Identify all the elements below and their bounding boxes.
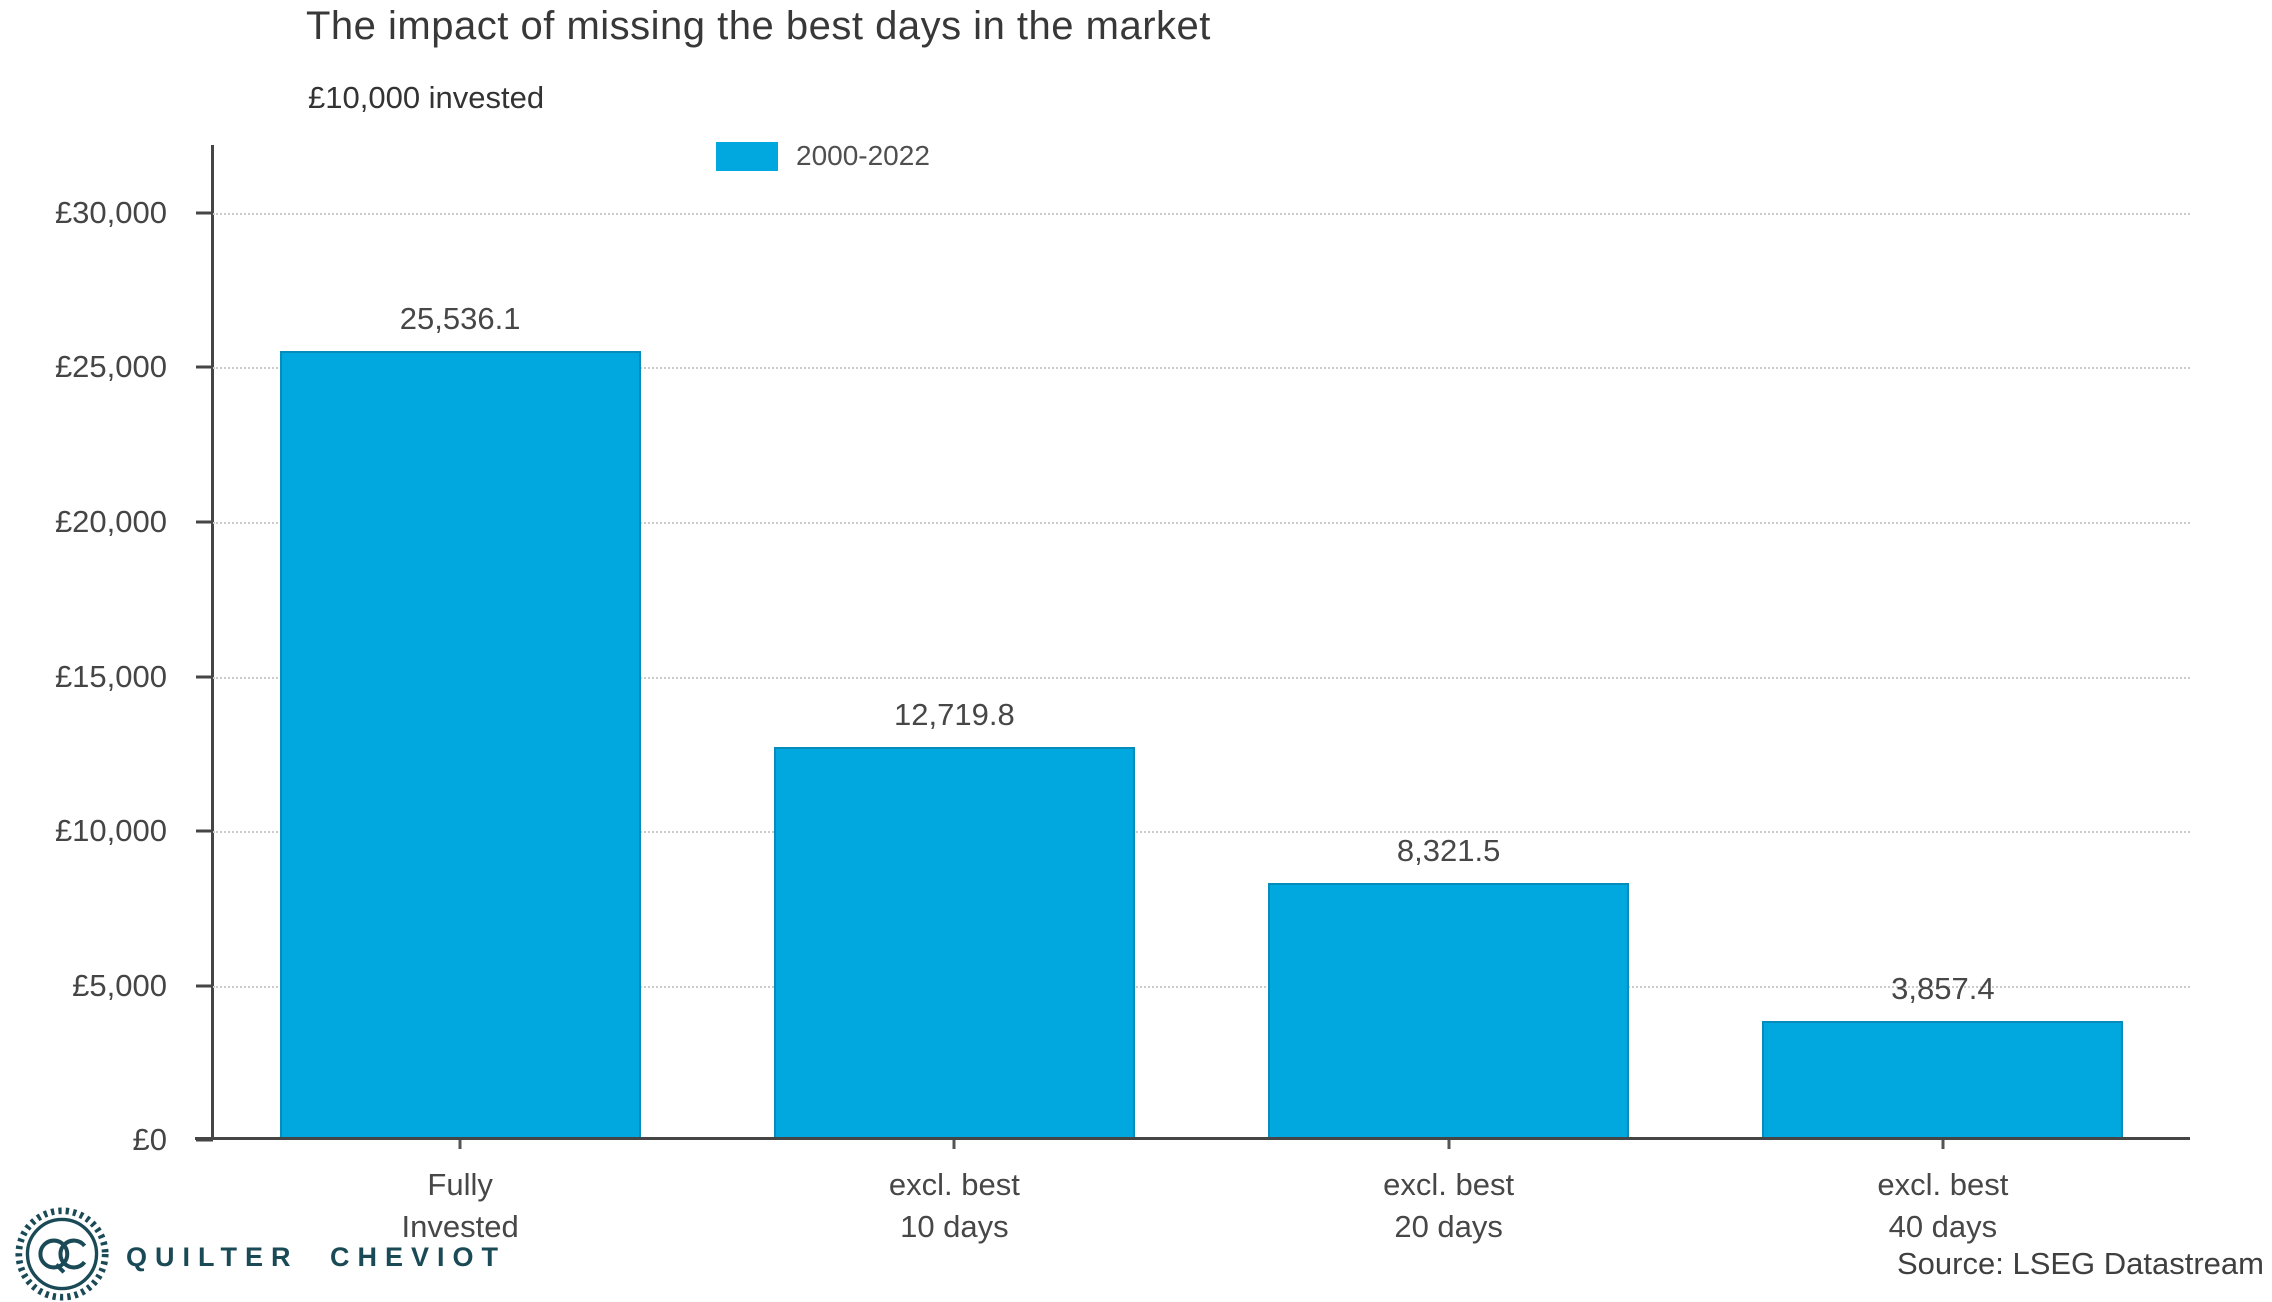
bar <box>1268 882 1630 1140</box>
legend: 2000-2022 <box>716 140 930 172</box>
y-tick-mark <box>196 675 213 678</box>
bar-value-label: 8,321.5 <box>1396 832 1501 868</box>
y-tick-label: £10,000 <box>54 812 167 848</box>
y-tick-mark <box>196 520 213 524</box>
chart-subtitle: £10,000 invested <box>308 80 545 115</box>
y-tick-label: £5,000 <box>72 967 167 1003</box>
y-tick-mark <box>196 365 213 369</box>
gridline <box>213 213 2190 215</box>
bar-value-label: 3,857.4 <box>1891 970 1995 1006</box>
source-note: Source: LSEG Datastream <box>1897 1246 2264 1281</box>
brand-wordmark: QUILTER CHEVIOT <box>126 1241 507 1272</box>
y-tick-label: £20,000 <box>54 503 167 539</box>
y-tick-mark <box>196 211 213 215</box>
bar <box>1762 1020 2124 1140</box>
x-tick-mark <box>952 1140 956 1149</box>
y-tick-label: £30,000 <box>54 195 167 230</box>
gridline <box>213 521 2190 524</box>
bar-value-label: 25,536.1 <box>399 300 521 336</box>
bar-slot: 8,321.5 excl. best 20 days <box>1202 213 1696 1244</box>
x-axis-line <box>195 1137 2190 1140</box>
bar-value-label: 12,719.8 <box>894 696 1015 732</box>
y-tick-label: £15,000 <box>54 658 167 694</box>
bar <box>279 350 641 1140</box>
bar <box>773 746 1135 1140</box>
x-tick-mark <box>1941 1140 1945 1149</box>
x-axis-label: excl. best 10 days <box>888 1167 1020 1244</box>
legend-label: 2000-2022 <box>796 140 930 171</box>
x-axis-label: excl. best 40 days <box>1877 1167 2009 1244</box>
x-tick-mark <box>458 1140 462 1149</box>
brand-logo: QUILTER CHEVIOT <box>14 1206 506 1302</box>
x-tick-mark <box>1447 1140 1451 1149</box>
chart-title: The impact of missing the best days in t… <box>306 4 1211 48</box>
gridline <box>213 985 2190 988</box>
y-tick-mark <box>196 1138 213 1142</box>
gridline <box>213 676 2190 679</box>
qc-monogram-icon <box>15 1207 109 1301</box>
x-axis-label: excl. best 20 days <box>1383 1167 1515 1244</box>
plot-area: £30,000 £25,000 £20,000 £15,000 £10,000 £5,00… <box>55 145 2190 1244</box>
y-axis-line <box>211 145 214 1140</box>
bar-slot: 12,719.8 excl. best 10 days <box>707 213 1201 1244</box>
legend-swatch <box>716 141 778 171</box>
bar-slot: 25,536.1 Fully Invested <box>213 213 707 1244</box>
x-axis-label: Fully Invested <box>401 1167 519 1244</box>
gridline <box>213 367 2190 370</box>
y-tick-label: £25,000 <box>54 349 167 385</box>
bar-slot: 3,857.4 excl. best 40 days <box>1696 213 2190 1244</box>
bar-series: 25,536.1 Fully Invested 12,719.8 excl. best 1… <box>213 213 2190 1244</box>
y-tick-label: £0 <box>132 1122 167 1157</box>
y-tick-mark <box>196 984 213 987</box>
y-tick-mark <box>196 829 213 833</box>
gridline <box>213 830 2190 833</box>
